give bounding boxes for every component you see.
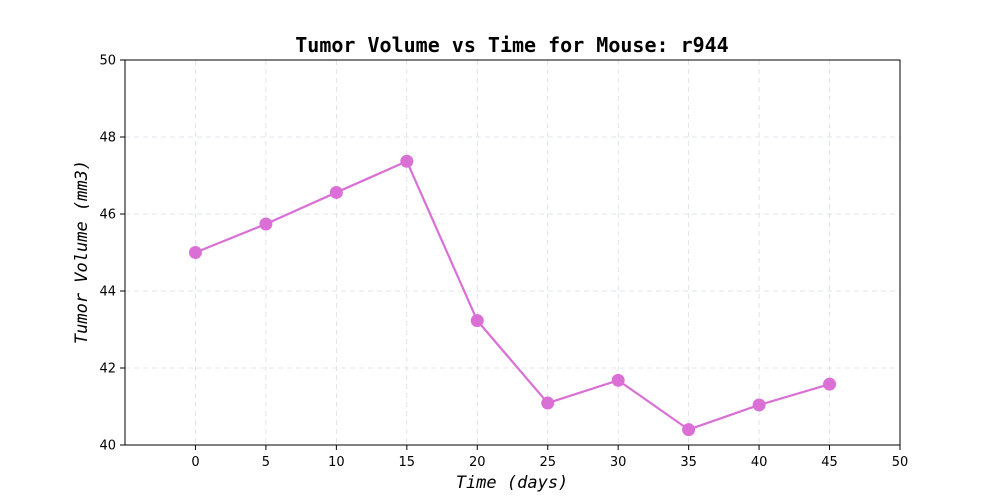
- data-point: [329, 185, 343, 199]
- data-point: [470, 314, 484, 328]
- data-point: [752, 398, 766, 412]
- x-tick-label: 45: [821, 455, 838, 470]
- y-axis-label: Tumor Volume (mm3): [72, 160, 92, 344]
- x-tick-label: 35: [680, 455, 697, 470]
- data-point: [823, 377, 837, 391]
- chart-title: Tumor Volume vs Time for Mouse: r944: [295, 33, 728, 57]
- data-point: [259, 217, 273, 231]
- x-tick-label: 40: [751, 455, 768, 470]
- x-tick-label: 5: [262, 455, 270, 470]
- data-point: [400, 154, 414, 168]
- x-tick-label: 50: [892, 455, 909, 470]
- y-tick-label: 50: [99, 54, 116, 69]
- x-tick-label: 25: [539, 455, 556, 470]
- x-tick-label: 10: [328, 455, 345, 470]
- x-axis-label: Time (days): [456, 473, 569, 493]
- grid: [125, 59, 901, 446]
- series-line: [195, 160, 830, 431]
- x-tick-label: 20: [469, 455, 486, 470]
- y-tick-label: 44: [99, 285, 116, 300]
- data-point: [682, 423, 696, 437]
- x-tick-label: 0: [191, 455, 199, 470]
- y-tick-label: 42: [99, 362, 116, 377]
- x-axis-ticks: 0 5 10 15 20 25 30 35 40 45 50: [191, 445, 908, 470]
- data-point: [541, 396, 555, 410]
- plot-frame: [124, 59, 901, 446]
- x-tick-label: 15: [399, 455, 416, 470]
- y-tick-label: 48: [99, 131, 116, 146]
- y-tick-label: 46: [99, 208, 116, 223]
- data-point: [611, 373, 625, 387]
- series-line-layer: [195, 160, 830, 431]
- data-point: [188, 246, 202, 259]
- series-points: [188, 154, 837, 437]
- y-tick-label: 40: [99, 439, 116, 454]
- y-axis-ticks: 40 42 44 46 48 50: [99, 54, 125, 454]
- x-tick-label: 30: [610, 455, 627, 470]
